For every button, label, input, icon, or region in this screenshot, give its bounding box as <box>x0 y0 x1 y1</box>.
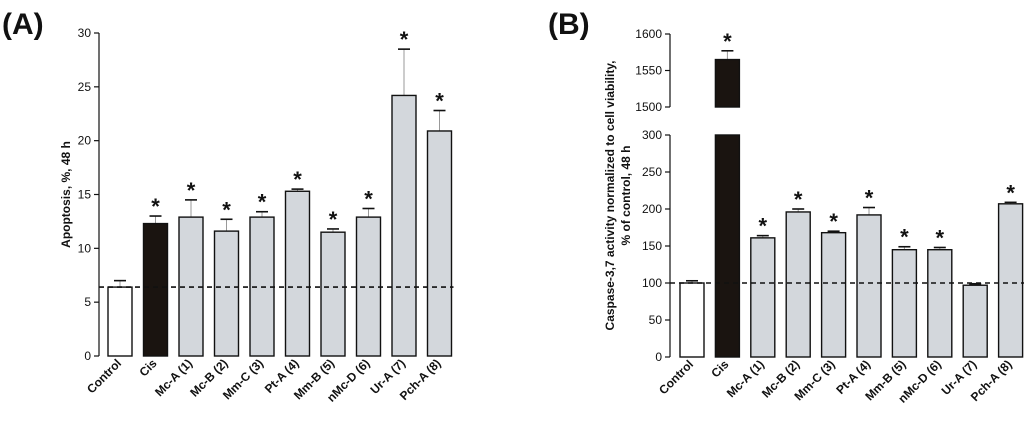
significance-star-a: * <box>293 167 302 192</box>
significance-star-a: * <box>187 178 196 203</box>
bar-b <box>820 231 847 358</box>
y-tick-label-b: 300 <box>642 128 662 142</box>
y-tick-label-a: 20 <box>78 134 92 148</box>
bar-b <box>927 248 953 358</box>
y-tick-label-b: 250 <box>642 165 662 179</box>
significance-star-a: * <box>258 190 267 215</box>
significance-star-a: * <box>400 27 409 52</box>
y-tick-label-a: 25 <box>78 80 92 94</box>
significance-star-a: * <box>329 207 338 232</box>
panel-label-b: (B) <box>548 8 590 41</box>
bar-b <box>750 237 776 358</box>
a-category-label: Mc-A (1) <box>152 356 195 399</box>
bar-a <box>213 230 240 357</box>
y-axis-label-line1-b: Caspase-3,7 activity normalized to cell … <box>603 61 617 331</box>
y-tick-label-upper-b: 1600 <box>635 27 662 41</box>
bar-b <box>997 203 1024 358</box>
significance-star-a: * <box>151 194 160 219</box>
y-tick-label-a: 10 <box>78 241 92 255</box>
bar-upper-b <box>714 58 741 108</box>
significance-star-b: * <box>936 225 945 250</box>
significance-star-b: * <box>865 186 874 211</box>
significance-star-b: * <box>829 209 838 234</box>
bar-a <box>391 94 417 357</box>
y-tick-label-a: 30 <box>78 26 92 40</box>
significance-star-b: * <box>723 29 732 54</box>
bar-a <box>320 231 346 357</box>
y-axis-label-a: Apoptosis, %, 48 h <box>59 141 73 248</box>
b-category-label: Mc-A (1) <box>724 357 767 400</box>
significance-star-a: * <box>364 186 373 211</box>
significance-star-a: * <box>222 197 231 222</box>
panel-label-a: (A) <box>2 8 44 41</box>
panel-b: (B) 0 50 100 150 200 250 300 1500 1550 1600 Caspase… <box>548 8 1024 406</box>
y-tick-label-b: 100 <box>642 276 662 290</box>
y-tick-label-a: 0 <box>84 349 91 363</box>
y-axis-label-line2-b: % of control, 48 h <box>619 145 633 245</box>
y-tick-label-a: 15 <box>78 188 92 202</box>
y-tick-label-upper-b: 1500 <box>635 100 662 114</box>
bar-a <box>426 130 453 357</box>
significance-star-b: * <box>1006 180 1015 205</box>
bar-b <box>785 211 811 358</box>
y-tick-label-b: 50 <box>649 313 663 327</box>
b-category-label: Cis <box>708 357 731 380</box>
b-category-label: Control <box>656 357 696 397</box>
bar-b <box>856 214 882 358</box>
bar-b <box>891 248 918 358</box>
significance-star-b: * <box>900 225 909 250</box>
bar-b <box>679 282 705 358</box>
bar-lower-b <box>714 134 741 358</box>
y-tick-label-b: 150 <box>642 239 662 253</box>
y-tick-label-b: 200 <box>642 202 662 216</box>
y-tick-label-b: 0 <box>655 350 662 364</box>
bar-a <box>142 222 169 357</box>
y-tick-label-a: 5 <box>84 295 91 309</box>
panel-a: (A) 0 5 10 15 20 25 30 Apoptosis, %, 48 h * * * * * * *… <box>2 8 454 405</box>
bar-a <box>107 286 133 357</box>
significance-star-b: * <box>794 187 803 212</box>
significance-star-a: * <box>435 89 444 114</box>
bar-a <box>284 190 311 357</box>
y-tick-label-upper-b: 1550 <box>635 64 662 78</box>
a-category-label: Cis <box>137 356 160 379</box>
significance-star-b: * <box>759 214 768 239</box>
bar-b <box>962 284 988 358</box>
